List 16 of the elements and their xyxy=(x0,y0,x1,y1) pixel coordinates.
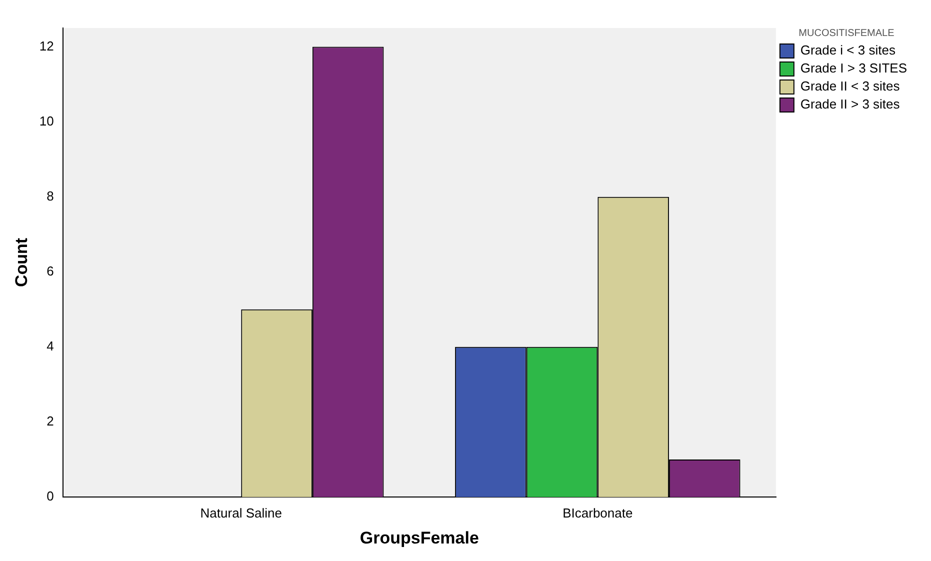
y-tick-label: 8 xyxy=(46,188,54,204)
x-tick-label: BIcarbonate xyxy=(562,505,633,520)
y-axis-title: Count xyxy=(12,238,31,288)
legend-label: Grade II > 3 sites xyxy=(800,96,900,112)
y-tick-label: 6 xyxy=(46,263,54,278)
y-tick-label: 2 xyxy=(46,414,54,429)
y-tick-label: 12 xyxy=(39,38,54,54)
x-axis-title: GroupsFemale xyxy=(360,528,479,548)
x-tick-label: Natural Saline xyxy=(200,505,282,520)
legend-label: Grade i < 3 sites xyxy=(800,42,896,58)
y-tick-label: 4 xyxy=(46,338,54,354)
y-tick-label: 0 xyxy=(46,488,54,504)
y-tick-label: 10 xyxy=(39,113,54,128)
legend-label: Grade I > 3 SITES xyxy=(800,60,908,76)
legend-label: Grade II < 3 sites xyxy=(800,78,900,94)
legend-title: MUCOSITISFEMALE xyxy=(798,28,895,39)
